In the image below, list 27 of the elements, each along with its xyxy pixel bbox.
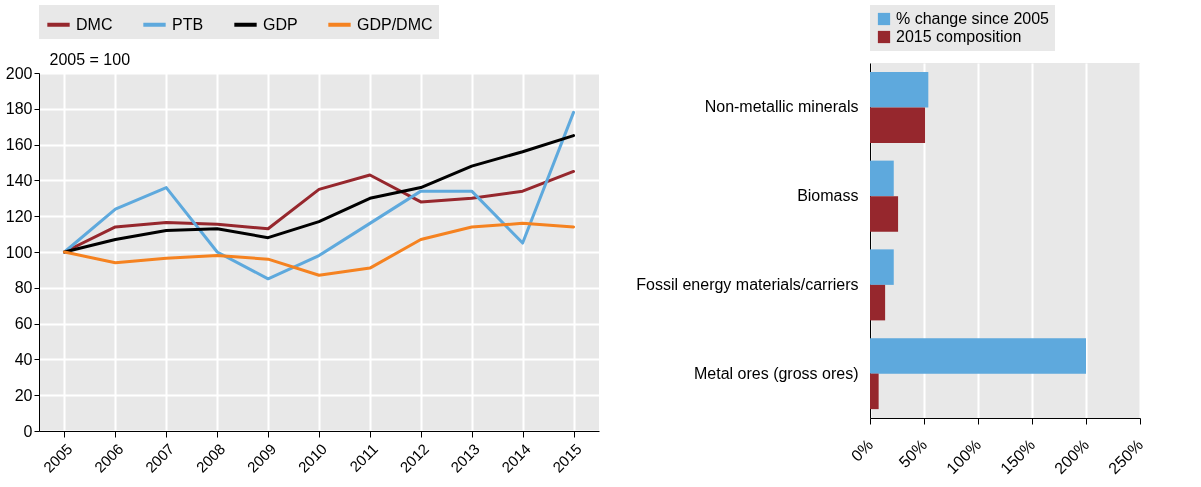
legend-label: GDP	[263, 15, 298, 33]
x-tick-label: 0%	[847, 436, 877, 465]
y-tick-label: 120	[5, 207, 33, 225]
y-tick-label: 40	[14, 350, 33, 368]
legend-label: PTB	[172, 15, 204, 33]
y-tick-label: 200	[5, 64, 33, 82]
y-tick-label: 180	[5, 100, 33, 118]
legend-label: DMC	[76, 15, 113, 33]
y-tick-label: 140	[5, 171, 33, 189]
y-tick-label: Metal ores (gross ores)	[694, 364, 859, 382]
y-tick-label: 0	[23, 422, 33, 440]
y-tick-label: Fossil energy materials/carriers	[636, 275, 859, 293]
legend-label: 2015 composition	[896, 28, 1022, 45]
y-axis-title: 2005 = 100	[49, 50, 131, 68]
y-tick-label: Biomass	[797, 187, 859, 205]
x-tick-label: 50%	[895, 436, 931, 471]
y-tick-label: 20	[14, 386, 33, 404]
y-tick-label: 60	[14, 315, 33, 333]
y-tick-label: 80	[14, 279, 33, 297]
line-series	[62, 134, 576, 254]
y-tick-label: Non-metallic minerals	[704, 98, 859, 116]
legend-label: GDP/DMC	[357, 15, 433, 33]
line-series	[62, 110, 576, 281]
y-tick-label: 100	[5, 243, 33, 261]
legend-label: % change since 2005	[896, 10, 1050, 27]
line-series	[62, 221, 576, 277]
y-tick-label: 160	[5, 136, 33, 154]
